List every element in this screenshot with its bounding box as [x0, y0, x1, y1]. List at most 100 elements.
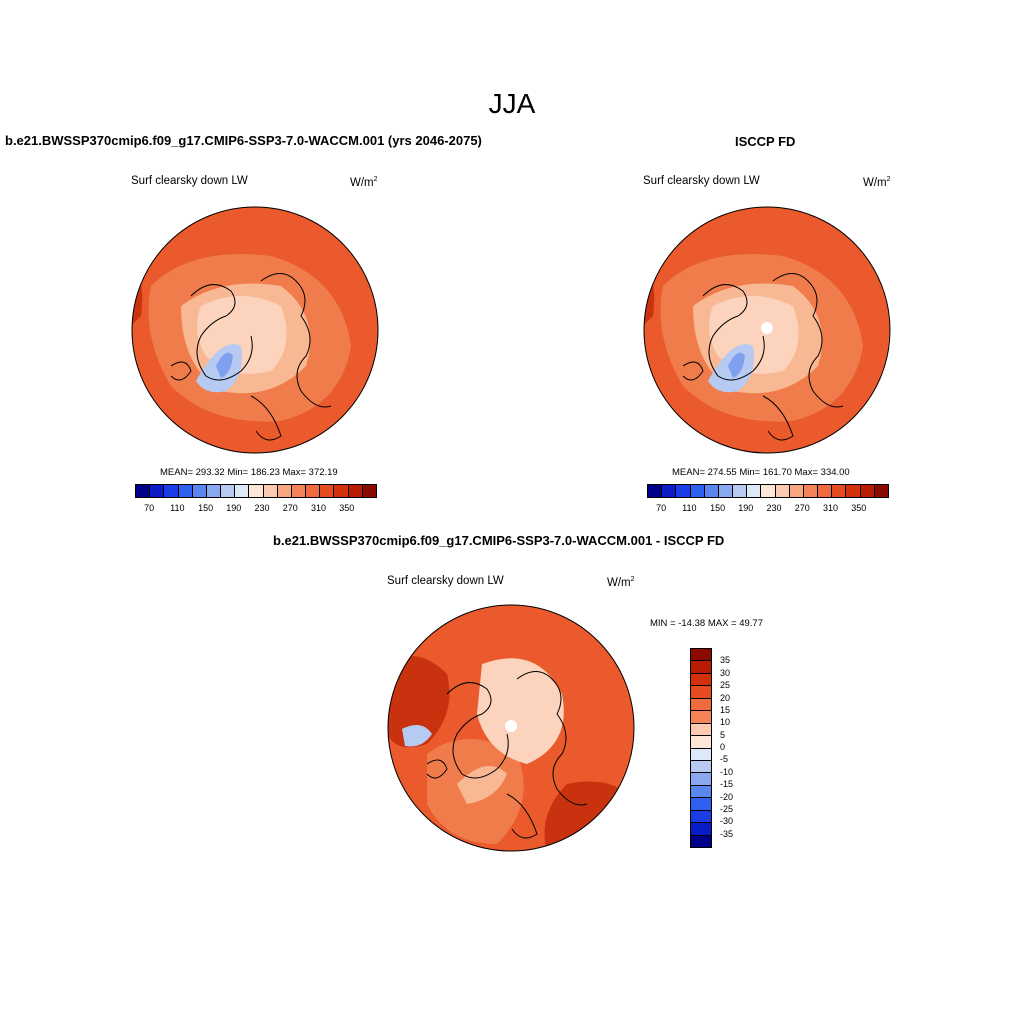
- coastline: [682, 273, 844, 441]
- diff-stats-text: MIN = -14.38 MAX = 49.77: [650, 618, 764, 629]
- colorbar-swatch: [789, 485, 804, 497]
- colorbar-tick-label: 350: [851, 503, 867, 513]
- colorbar-swatch: [648, 485, 663, 497]
- colorbar-swatch: [832, 485, 847, 497]
- colorbar-swatch: [691, 686, 711, 699]
- diff-units-label: W/m2: [607, 576, 635, 589]
- colorbar-swatch: [192, 485, 207, 497]
- colorbar-swatch: [691, 823, 711, 836]
- diff-polar-map: [387, 604, 635, 857]
- colorbar-tick-label: 270: [794, 503, 810, 513]
- colorbar-tick-label: 15: [720, 704, 731, 715]
- map-field-region: [457, 766, 507, 804]
- colorbar-swatch: [860, 485, 875, 497]
- model-units-label: W/m2: [350, 176, 378, 189]
- colorbar-swatch: [691, 773, 711, 786]
- colorbar-swatch: [761, 485, 776, 497]
- colorbar-swatch: [691, 661, 711, 674]
- colorbar-swatch: [733, 485, 748, 497]
- colorbar-tick-label: 25: [720, 680, 731, 691]
- colorbar-swatch: [150, 485, 165, 497]
- colorbar-swatch: [277, 485, 292, 497]
- colorbar-swatch: [164, 485, 179, 497]
- colorbar-swatch: [136, 485, 151, 497]
- map-field-region: [216, 352, 233, 378]
- colorbar-swatch: [775, 485, 790, 497]
- colorbar-tick-label: 270: [282, 503, 298, 513]
- colorbar-swatch: [235, 485, 250, 497]
- obs-polar-map: [643, 206, 891, 459]
- colorbar-swatch: [691, 723, 711, 737]
- colorbar-swatch: [691, 736, 711, 749]
- colorbar-tick-label: 230: [254, 503, 270, 513]
- colorbar-tick-label: 190: [226, 503, 242, 513]
- colorbar-tick-label: 0: [720, 742, 726, 752]
- map-outline: [131, 206, 379, 454]
- obs-colorbar-ticks: 70 110 150 190 230 270 310 350: [647, 503, 887, 515]
- model-panel-title: b.e21.BWSSP370cmip6.f09_g17.CMIP6-SSP3-7…: [5, 133, 482, 148]
- colorbar-tick-label: 230: [766, 503, 782, 513]
- model-colorbar: [135, 484, 377, 498]
- colorbar-swatch: [291, 485, 307, 497]
- map-outline: [387, 604, 635, 852]
- diff-colorbar: [690, 648, 712, 848]
- colorbar-swatch: [691, 748, 711, 761]
- colorbar-swatch: [691, 785, 711, 799]
- colorbar-tick-label: 190: [738, 503, 754, 513]
- season-title: JJA: [488, 88, 536, 119]
- colorbar-tick-label: 70: [656, 503, 667, 513]
- coastline: [426, 671, 588, 839]
- colorbar-tick-label: 310: [311, 503, 327, 513]
- obs-stats-text: MEAN= 274.55 Min= 161.70 Max= 334.00: [672, 467, 850, 478]
- obs-panel-title: ISCCP FD: [735, 134, 796, 149]
- colorbar-tick-label: 310: [823, 503, 839, 513]
- colorbar-tick-label: -10: [720, 766, 734, 777]
- colorbar-tick-label: 20: [720, 692, 731, 703]
- obs-units-label: W/m2: [863, 176, 891, 189]
- colorbar-swatch: [221, 485, 236, 497]
- coastline: [170, 273, 332, 441]
- map-field-region: [402, 725, 432, 747]
- colorbar-swatch: [846, 485, 861, 497]
- model-polar-map: [131, 206, 379, 459]
- colorbar-tick-label: 5: [720, 729, 726, 740]
- obs-variable-label: Surf clearsky down LW: [643, 175, 760, 187]
- model-colorbar-ticks: 70 110 150 190 230 270 310 350: [135, 503, 375, 515]
- colorbar-swatch: [306, 485, 321, 497]
- colorbar-swatch: [747, 485, 762, 497]
- colorbar-swatch: [718, 485, 734, 497]
- colorbar-swatch: [704, 485, 719, 497]
- colorbar-tick-label: 70: [144, 503, 155, 513]
- colorbar-swatch: [362, 485, 376, 497]
- pole-missing-data: [505, 720, 517, 732]
- colorbar-tick-label: 35: [720, 655, 731, 666]
- colorbar-tick-label: 30: [720, 667, 731, 678]
- map-outline: [643, 206, 891, 454]
- colorbar-swatch: [206, 485, 222, 497]
- colorbar-swatch: [690, 485, 705, 497]
- diff-variable-label: Surf clearsky down LW: [387, 575, 504, 587]
- colorbar-tick-label: -5: [720, 754, 729, 765]
- diff-colorbar-ticks: 35 30 25 20 15 10 5 0 -5 -10 -15 -20 -25 -30 -35: [718, 648, 758, 846]
- colorbar-swatch: [662, 485, 677, 497]
- colorbar-tick-label: -25: [720, 803, 734, 814]
- map-field-region: [728, 352, 745, 378]
- colorbar-tick-label: -20: [720, 791, 734, 802]
- model-stats-text: MEAN= 293.32 Min= 186.23 Max= 372.19: [160, 467, 338, 478]
- colorbar-swatch: [178, 485, 193, 497]
- colorbar-swatch: [803, 485, 819, 497]
- colorbar-swatch: [263, 485, 278, 497]
- colorbar-tick-label: 110: [682, 503, 697, 513]
- pole-missing-data: [761, 322, 773, 334]
- colorbar-swatch: [691, 649, 711, 662]
- colorbar-swatch: [818, 485, 833, 497]
- colorbar-swatch: [691, 835, 711, 847]
- colorbar-tick-label: 350: [339, 503, 355, 513]
- model-variable-label: Surf clearsky down LW: [131, 175, 248, 187]
- colorbar-tick-label: -30: [720, 816, 734, 827]
- map-field-region: [477, 658, 564, 764]
- colorbar-swatch: [691, 673, 711, 687]
- colorbar-swatch: [874, 485, 888, 497]
- map-field-region: [388, 656, 450, 748]
- colorbar-tick-label: 150: [198, 503, 214, 513]
